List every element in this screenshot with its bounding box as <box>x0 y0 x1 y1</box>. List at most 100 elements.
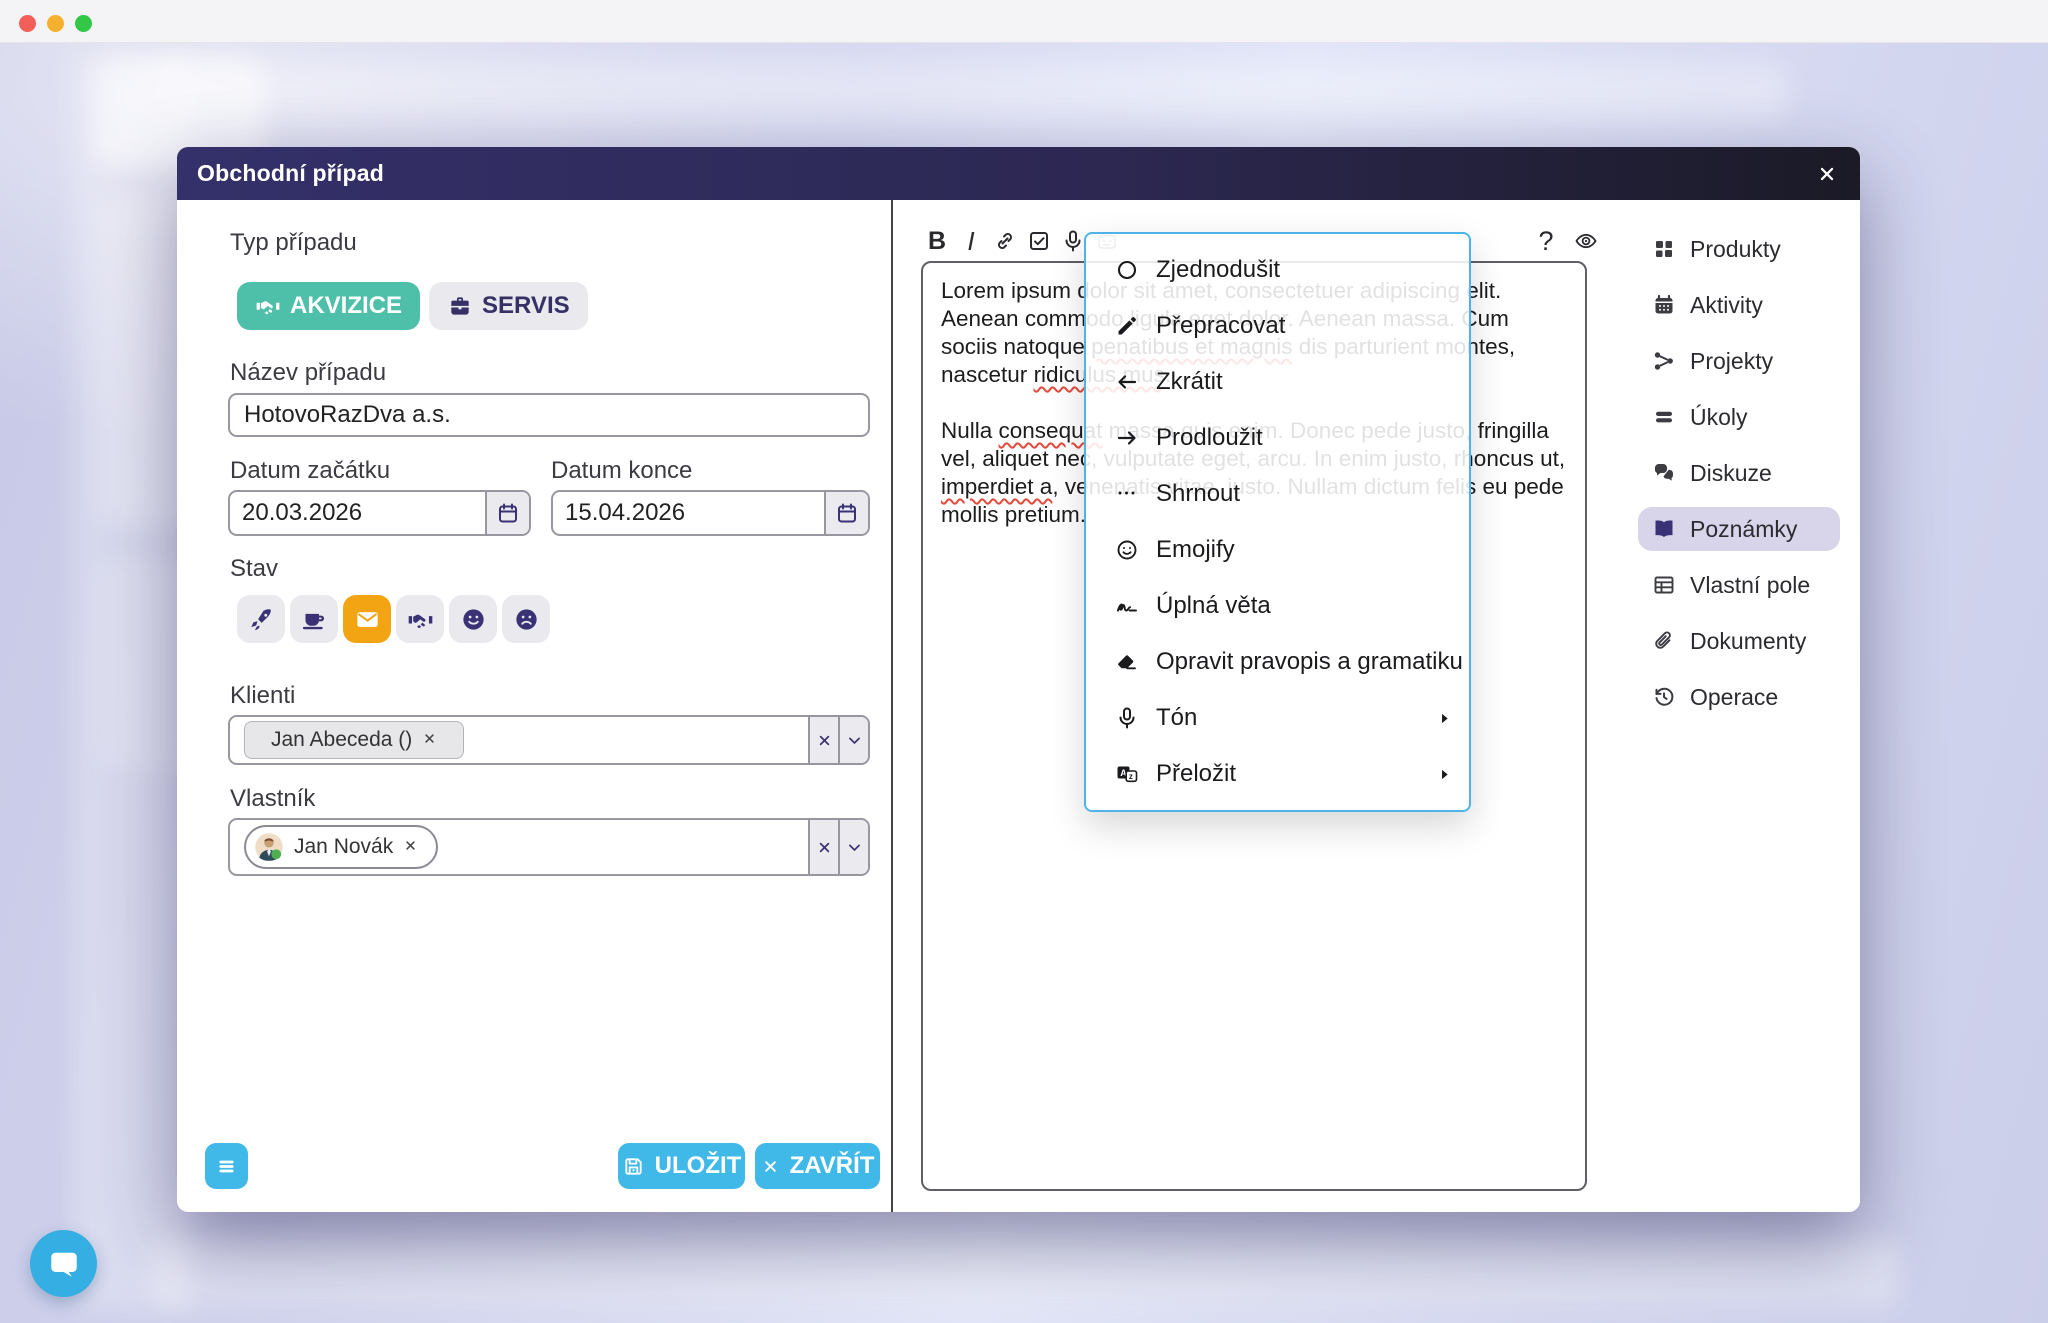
date-end-input[interactable] <box>553 492 824 534</box>
toolbar-eye-icon[interactable] <box>1572 225 1600 257</box>
clear-icon[interactable] <box>808 717 838 763</box>
menu-item-label: Úplná věta <box>1156 592 1271 619</box>
handshake-icon <box>407 606 434 633</box>
chat-bubble-icon <box>46 1246 82 1282</box>
calendar-icon <box>1651 293 1677 317</box>
close-icon[interactable] <box>1810 157 1844 191</box>
envelope-icon <box>354 606 381 633</box>
clients-chips: Jan Abeceda () <box>230 721 808 759</box>
chip-label: Jan Abeceda () <box>271 728 413 751</box>
clear-icon[interactable] <box>808 820 838 874</box>
case-type-akvizice[interactable]: AKVIZICE <box>237 282 421 330</box>
chip-remove-icon[interactable] <box>403 835 418 859</box>
sidebar-item-dokumenty[interactable]: Dokumenty <box>1638 619 1840 663</box>
sidebar-item-label: Operace <box>1690 683 1779 710</box>
calendar-icon[interactable] <box>824 492 868 534</box>
sidebar-item-poznamky[interactable]: Poznámky <box>1638 507 1840 551</box>
menu-item-prepracovat[interactable]: Přepracovat <box>1086 298 1469 354</box>
menu-item-zjednodusit[interactable]: Zjednodušit <box>1086 242 1469 298</box>
save-button-label: ULOŽIT <box>654 1152 742 1179</box>
form-menu-button[interactable] <box>205 1143 248 1189</box>
chip-jan-novak[interactable]: Jan Novák <box>244 825 439 869</box>
briefcase-icon <box>447 293 473 319</box>
sidebar-item-label: Diskuze <box>1690 459 1772 486</box>
sidebar-item-label: Aktivity <box>1690 291 1763 318</box>
case-type-servis[interactable]: SERVIS <box>429 282 588 330</box>
submenu-arrow-icon <box>1436 766 1453 783</box>
date-start-input[interactable] <box>230 492 485 534</box>
tasks-icon <box>1651 405 1677 429</box>
menu-item-ton[interactable]: Tón <box>1086 690 1469 746</box>
chevron-down-icon[interactable] <box>838 717 868 763</box>
signature-icon <box>1110 594 1144 618</box>
toolbar-link-icon[interactable] <box>991 225 1019 257</box>
menu-item-uplna-veta[interactable]: Úplná věta <box>1086 578 1469 634</box>
sidebar-item-operace[interactable]: Operace <box>1638 675 1840 719</box>
menu-item-opravit-pravopis-a-gramatiku[interactable]: Opravit pravopis a gramatiku <box>1086 634 1469 690</box>
sidebar-item-aktivity[interactable]: Aktivity <box>1638 283 1840 327</box>
smiley-icon <box>1110 538 1144 562</box>
toolbar-checkbox-icon[interactable] <box>1025 225 1053 257</box>
chevron-down-icon[interactable] <box>838 820 868 874</box>
chip-remove-icon[interactable] <box>422 728 437 752</box>
sidebar-item-diskuze[interactable]: Diskuze <box>1638 451 1840 495</box>
owner-select[interactable]: Jan Novák <box>228 818 870 876</box>
toolbar-mic-icon[interactable] <box>1059 225 1087 257</box>
os-titlebar <box>0 0 2048 43</box>
sidebar-item-vlastni-pole[interactable]: Vlastní pole <box>1638 563 1840 607</box>
menu-item-shrnout[interactable]: Shrnout <box>1086 466 1469 522</box>
close-button[interactable]: ZAVŘÍT <box>755 1143 880 1189</box>
business-case-modal: Obchodní případ Typ případu AKVIZICE SERV… <box>177 147 1860 1212</box>
case-name-input[interactable] <box>228 393 870 437</box>
menu-item-label: Přepracovat <box>1156 312 1286 339</box>
traffic-light-minimize[interactable] <box>47 15 64 32</box>
status-option-envelope[interactable] <box>343 595 391 643</box>
sidebar-item-label: Dokumenty <box>1690 627 1807 654</box>
sidebar-item-projekty[interactable]: Projekty <box>1638 339 1840 383</box>
toolbar-bold-icon[interactable]: B <box>927 226 947 255</box>
eraser-icon <box>1110 650 1144 674</box>
clients-select[interactable]: Jan Abeceda () <box>228 715 870 765</box>
menu-item-label: Zjednodušit <box>1156 256 1281 283</box>
chat-fab-button[interactable] <box>30 1230 97 1297</box>
toolbar-help-icon[interactable]: ? <box>1538 225 1554 256</box>
date-end-label: Datum konce <box>551 457 693 484</box>
menu-item-label: Tón <box>1156 704 1198 731</box>
traffic-light-zoom[interactable] <box>75 15 92 32</box>
rocket-icon <box>248 606 275 633</box>
sidebar-item-label: Úkoly <box>1690 403 1748 430</box>
nodes-icon <box>1651 349 1677 373</box>
coffee-icon <box>301 606 328 633</box>
status-option-smile-solid[interactable] <box>449 595 497 643</box>
background-ghost-strip <box>72 50 190 1310</box>
status-option-frown[interactable] <box>502 595 550 643</box>
grid-icon <box>1651 237 1677 261</box>
traffic-light-close[interactable] <box>19 15 36 32</box>
sidebar-item-label: Produkty <box>1690 235 1781 262</box>
case-name-label: Název případu <box>230 359 387 386</box>
menu-item-label: Opravit pravopis a gramatiku <box>1156 648 1463 675</box>
modal-header: Obchodní případ <box>177 147 1860 200</box>
avatar <box>254 832 284 862</box>
table-icon <box>1651 573 1677 597</box>
menu-item-prodlouzit[interactable]: Prodloužit <box>1086 410 1469 466</box>
chip-jan-abeceda[interactable]: Jan Abeceda () <box>244 721 465 759</box>
clients-label: Klienti <box>230 682 296 709</box>
modal-title: Obchodní případ <box>197 160 384 186</box>
circle-icon <box>1110 258 1144 282</box>
owner-label: Vlastník <box>230 785 316 812</box>
menu-item-emojify[interactable]: Emojify <box>1086 522 1469 578</box>
save-button[interactable]: ULOŽIT <box>618 1143 745 1189</box>
calendar-icon[interactable] <box>485 492 529 534</box>
chat-icon <box>1651 461 1677 485</box>
sidebar-item-ukoly[interactable]: Úkoly <box>1638 395 1840 439</box>
status-option-rocket[interactable] <box>237 595 285 643</box>
status-option-coffee[interactable] <box>290 595 338 643</box>
toolbar-italic-icon[interactable]: I <box>967 225 975 256</box>
menu-item-zkratit[interactable]: Zkrátit <box>1086 354 1469 410</box>
sidebar-item-produkty[interactable]: Produkty <box>1638 227 1840 271</box>
status-option-handshake[interactable] <box>396 595 444 643</box>
